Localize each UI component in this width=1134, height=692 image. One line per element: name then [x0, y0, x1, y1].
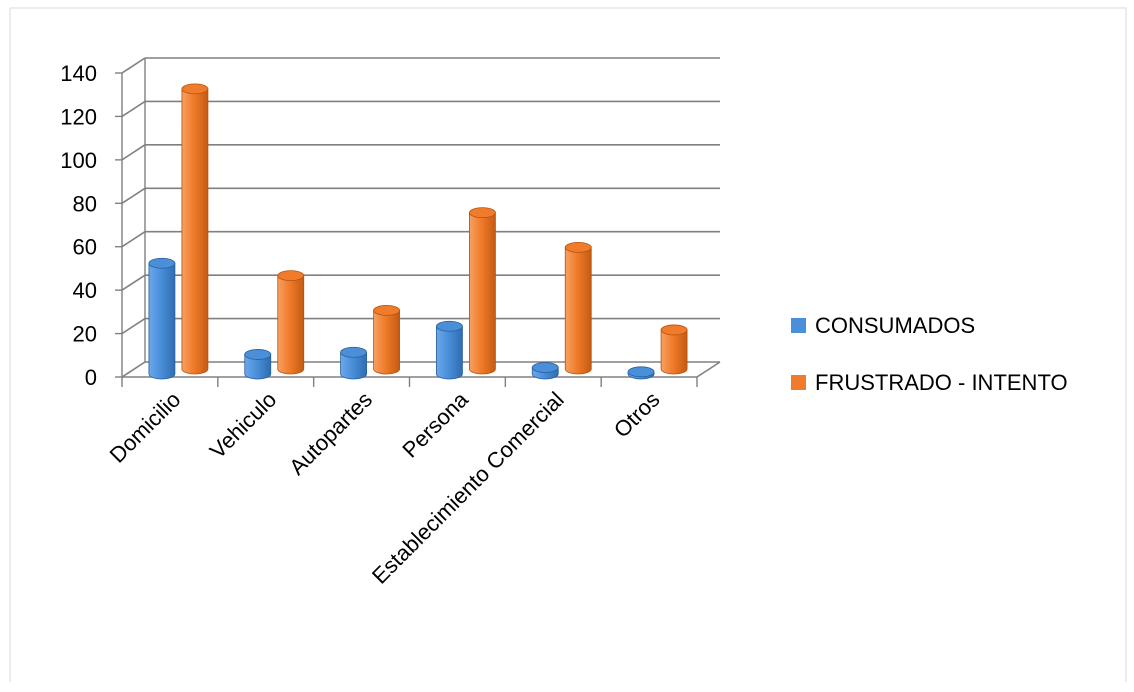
bar-top: [373, 304, 400, 316]
gridlines: [121, 57, 721, 378]
legend-swatch: [791, 318, 806, 333]
bar-body: [277, 275, 305, 375]
bar-body: [244, 354, 272, 380]
bar-frustrado-autopartes: [373, 304, 400, 375]
gridline-side: [121, 231, 146, 248]
gridline-side: [121, 317, 146, 335]
bar-top: [148, 257, 176, 269]
legend: CONSUMADOS FRUSTRADO - INTENTO: [791, 313, 1068, 395]
x-tick-label: Autopartes: [284, 387, 377, 480]
floor-right-edge: [696, 361, 721, 378]
bars: [148, 83, 688, 380]
x-tick-label: Otros: [609, 387, 665, 443]
gridline-side: [121, 100, 146, 118]
bar-top: [660, 324, 688, 336]
x-tick-label: Persona: [397, 386, 473, 462]
y-tick-label: 120: [60, 104, 97, 129]
y-tick-label: 20: [73, 322, 97, 347]
bar-consumados-autopartes: [340, 346, 367, 380]
y-tick-label: 0: [85, 365, 97, 390]
bar-body: [564, 247, 592, 375]
y-tick-label: 140: [60, 61, 97, 86]
bar-frustrado-domicilio: [181, 83, 209, 375]
chart-border-top-right: [10, 7, 1127, 682]
bar-top: [277, 270, 305, 282]
x-tick-label: Establecimiento Comercial: [367, 387, 569, 589]
bar-body: [148, 262, 176, 380]
bar-body: [340, 351, 367, 380]
bar-top: [627, 366, 655, 378]
y-tick-label: 100: [60, 148, 97, 173]
bar-consumados-domicilio: [148, 257, 176, 380]
y-tick-label: 40: [73, 278, 97, 303]
bar-body: [436, 325, 463, 380]
bar-top: [531, 362, 559, 373]
bar-top: [340, 346, 367, 358]
x-tick-label: Vehiculo: [205, 387, 282, 464]
chart-border: [9, 7, 1127, 682]
gridline-side: [121, 361, 146, 378]
bar-frustrado-establecimiento-comercial: [564, 241, 592, 375]
gridline-side: [121, 144, 146, 161]
bar-consumados-vehiculo: [244, 349, 272, 380]
bar-body: [181, 88, 209, 375]
x-tick-label: Domicilio: [105, 387, 186, 468]
gridline-side: [121, 274, 146, 291]
bar-top: [181, 83, 209, 95]
gridline-side: [121, 57, 146, 74]
legend-swatch: [791, 375, 806, 390]
x-axis-ticks: Domicilio Vehiculo Autopartes PersonaEstabl…: [105, 377, 698, 589]
bar-consumados-persona: [436, 320, 463, 380]
bar-consumados-otros: [627, 366, 655, 380]
bar-top: [564, 241, 592, 253]
gridline-side: [121, 187, 146, 204]
bar-body: [373, 309, 400, 375]
bar-frustrado-otros: [660, 324, 688, 375]
legend-label: CONSUMADOS: [815, 313, 975, 338]
bar-top: [436, 320, 463, 332]
legend-label: FRUSTRADO - INTENTO: [815, 370, 1068, 395]
bar-consumados-establecimiento-comercial: [531, 362, 559, 380]
y-axis-ticks: 0 20 40 60 80 100 120 140: [60, 61, 122, 390]
y-tick-label: 80: [73, 191, 97, 216]
bar-frustrado-vehiculo: [277, 270, 305, 375]
bar-top: [469, 207, 496, 219]
y-tick-label: 60: [73, 235, 97, 260]
bar-top: [244, 349, 272, 360]
bar-frustrado-persona: [469, 207, 496, 375]
bar-body: [660, 329, 688, 375]
bar-body: [469, 212, 496, 375]
